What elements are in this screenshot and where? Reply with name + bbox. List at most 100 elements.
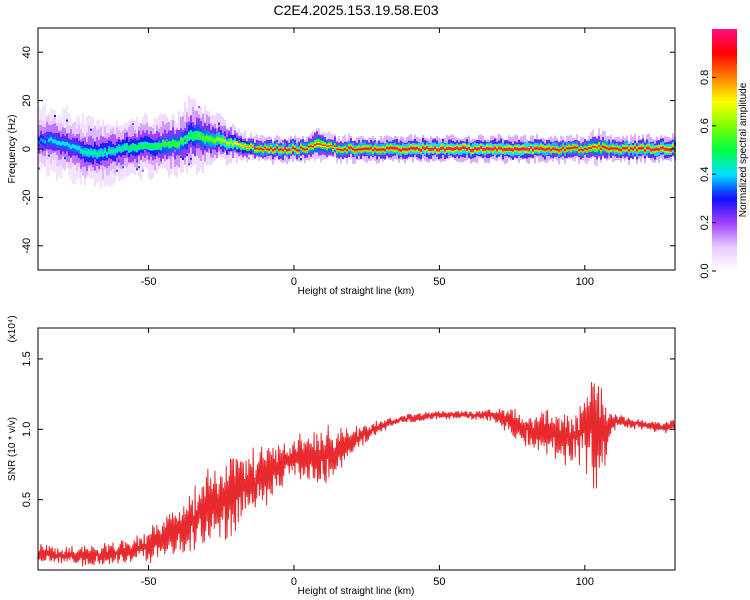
spectrogram-cell bbox=[610, 147, 612, 150]
spectrogram-cell bbox=[110, 149, 112, 154]
spectrogram-cell bbox=[284, 145, 286, 148]
spectrogram-cell bbox=[64, 142, 66, 147]
spectrogram-cell bbox=[438, 149, 440, 151]
spectrogram-cell bbox=[204, 137, 206, 141]
spectrogram-cell bbox=[536, 147, 538, 150]
spectrogram-cell bbox=[484, 148, 486, 150]
spectrogram-cell bbox=[468, 147, 470, 149]
spectrogram-cell bbox=[640, 147, 642, 149]
spectrogram-cell bbox=[620, 149, 622, 151]
spectrogram-cell bbox=[120, 147, 122, 152]
spectrogram-cell bbox=[410, 147, 412, 150]
spectrogram-cell bbox=[406, 148, 408, 151]
spectrogram-cell bbox=[192, 133, 194, 139]
spectrogram-cell bbox=[652, 148, 654, 151]
spectrogram-cell bbox=[512, 149, 514, 152]
spectrogram-cell bbox=[198, 132, 200, 137]
spectrogram-cell bbox=[300, 146, 302, 149]
spectrogram-cell bbox=[402, 148, 404, 151]
spectrogram-cell bbox=[440, 147, 442, 150]
spectrogram-cell bbox=[186, 153, 188, 156]
spectrogram-cell bbox=[242, 145, 244, 148]
spectrogram-cell bbox=[408, 148, 410, 150]
spectrogram-cell bbox=[178, 147, 180, 150]
spectrogram-cell bbox=[442, 146, 444, 149]
spectrogram-cell bbox=[116, 148, 118, 152]
spectrogram-cell bbox=[352, 148, 354, 150]
colorbar-tick-label: 0.6 bbox=[699, 118, 711, 133]
spectrogram-cell bbox=[282, 149, 284, 152]
spectrogram-cell bbox=[428, 148, 430, 150]
spectrogram-plot-area bbox=[38, 95, 676, 189]
spectrogram-cell bbox=[308, 145, 310, 148]
spectrogram-cell bbox=[188, 163, 190, 166]
spectrogram-panel: -50 0 50 100 -40 -20 0 20 40 Height of straight … bbox=[7, 27, 676, 297]
spectrogram-cell bbox=[386, 147, 388, 149]
spectrogram-cell bbox=[222, 139, 224, 142]
spectrogram-cell bbox=[306, 148, 308, 150]
spectrogram-cell bbox=[608, 148, 610, 150]
spectrogram-cell bbox=[592, 145, 594, 148]
spectrogram-cell bbox=[136, 168, 138, 171]
spectrogram-cell bbox=[240, 144, 242, 147]
spectrogram-cell bbox=[218, 137, 220, 141]
spectrogram-cell bbox=[118, 159, 120, 162]
spectrogram-xtick-label: 100 bbox=[576, 276, 594, 288]
spectrogram-cell bbox=[182, 139, 184, 143]
spectrogram-cell bbox=[112, 149, 114, 154]
spectrogram-cell bbox=[136, 146, 138, 150]
spectrogram-xtick-label: 0 bbox=[291, 276, 297, 288]
colorbar: 0.0 0.2 0.4 0.6 0.8 Normalized spectral ampl… bbox=[699, 29, 749, 279]
spectrogram-cell bbox=[208, 136, 210, 141]
spectrogram-cell bbox=[226, 142, 228, 145]
spectrogram-cell bbox=[488, 148, 490, 150]
spectrogram-cell bbox=[384, 149, 386, 151]
spectrogram-cell bbox=[632, 148, 634, 151]
spectrogram-cell bbox=[598, 144, 600, 147]
spectrogram-cell bbox=[532, 149, 534, 151]
spectrogram-cell bbox=[110, 141, 112, 144]
spectrogram-cell bbox=[182, 157, 184, 160]
spectrogram-cell bbox=[590, 147, 592, 149]
spectrogram-cell bbox=[286, 144, 288, 147]
spectrogram-cell bbox=[330, 144, 332, 147]
spectrogram-cell bbox=[228, 131, 230, 134]
spectrogram-cell bbox=[256, 147, 258, 150]
spectrogram-cell bbox=[574, 146, 576, 149]
spectrogram-cell bbox=[282, 140, 284, 143]
spectrogram-cell bbox=[530, 146, 532, 149]
spectrogram-cell bbox=[460, 147, 462, 150]
main-title: C2E4.2025.153.19.58.E03 bbox=[273, 2, 438, 18]
spectrogram-cell bbox=[550, 149, 552, 151]
spectrogram-cell bbox=[190, 132, 192, 138]
spectrogram-cell bbox=[412, 147, 414, 149]
spectrogram-cell bbox=[612, 147, 614, 150]
spectrogram-cell bbox=[422, 147, 424, 149]
spectrogram-cell bbox=[52, 139, 54, 144]
spectrogram-cell bbox=[426, 147, 428, 149]
spectrogram-cell bbox=[472, 149, 474, 151]
spectrogram-cell bbox=[552, 148, 554, 150]
spectrogram-cell bbox=[348, 147, 350, 149]
spectrogram-cell bbox=[132, 144, 134, 148]
spectrogram-cell bbox=[102, 151, 104, 156]
spectrogram-cell bbox=[350, 147, 352, 149]
spectrogram-cell bbox=[184, 139, 186, 142]
spectrogram-cell bbox=[160, 143, 162, 148]
spectrogram-cell bbox=[270, 147, 272, 149]
spectrogram-cell bbox=[656, 148, 658, 150]
spectrogram-cell bbox=[362, 148, 364, 150]
spectrogram-xtick-label: 50 bbox=[433, 276, 445, 288]
spectrogram-cell bbox=[540, 147, 542, 149]
spectrogram-cell bbox=[546, 148, 548, 150]
spectrogram-cell bbox=[624, 147, 626, 149]
spectrogram-ytick-label: -20 bbox=[21, 189, 33, 205]
spectrogram-cell bbox=[186, 136, 188, 142]
spectrogram-cell bbox=[662, 147, 664, 149]
spectrogram-cell bbox=[216, 137, 218, 141]
spectrogram-cell bbox=[310, 145, 312, 147]
spectrogram-cell bbox=[524, 148, 526, 150]
spectrogram-cell bbox=[576, 147, 578, 149]
snr-axes: -50 0 50 100 0.5 1.0 1.5 bbox=[21, 328, 675, 588]
spectrogram-cell bbox=[100, 163, 102, 166]
